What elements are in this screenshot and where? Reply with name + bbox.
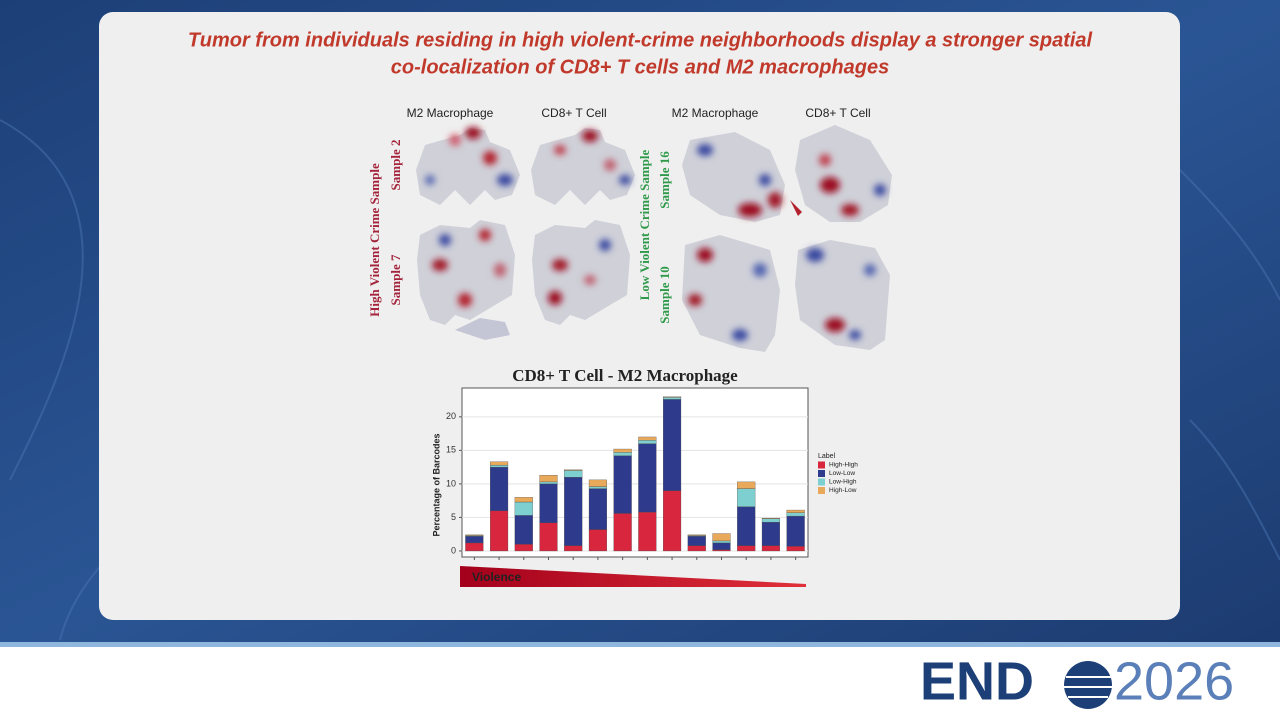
bar-segment: [663, 397, 682, 400]
legend-swatch: [818, 461, 825, 469]
bar-segment: [638, 443, 657, 513]
bar-segment: [564, 477, 583, 546]
bar-segment: [490, 461, 509, 466]
bar-segment: [465, 542, 484, 552]
bar-segment: [786, 512, 805, 517]
sample-label: Sample 2: [388, 140, 403, 191]
bar-segment: [588, 479, 607, 487]
bar-segment: [761, 521, 780, 546]
bar-segment: [737, 506, 756, 546]
bar-segment: [564, 545, 583, 552]
bar-segment: [712, 549, 731, 552]
bar-segment: [539, 481, 558, 485]
bar-segment: [737, 488, 756, 507]
logo-text: END: [920, 651, 1034, 711]
group-label: High Violent Crime Sample: [367, 163, 382, 317]
bar-segment: [490, 464, 509, 468]
map-header: M2 Macrophage: [407, 106, 494, 120]
chart-title: CD8+ T Cell - M2 Macrophage: [512, 366, 738, 385]
bar-segment: [514, 544, 533, 552]
bar-segment: [687, 545, 706, 552]
y-tick-label: 10: [446, 478, 456, 488]
legend-label: Low-High: [829, 479, 857, 486]
bar-segment: [712, 533, 731, 542]
bar-segment: [613, 448, 632, 453]
bar-segment: [564, 470, 583, 478]
y-tick-label: 5: [451, 512, 456, 522]
bar-segment: [712, 540, 731, 544]
footer-rule: [0, 642, 1280, 647]
sample-label: Sample 7: [388, 254, 403, 305]
slide-title: co-localization of CD8+ T cells and M2 m…: [391, 56, 889, 78]
bar-segment: [663, 399, 682, 491]
content-panel: [99, 12, 1180, 620]
violence-wedge: [460, 566, 806, 587]
bar-segment: [514, 515, 533, 545]
spatial-maps: [416, 125, 892, 352]
y-axis-label: Percentage of Barcodes: [431, 433, 441, 536]
bar-segment: [638, 511, 657, 552]
bar-segment: [613, 513, 632, 552]
bar-segment: [539, 522, 558, 552]
bar-segment: [786, 515, 805, 547]
group-label: Low Violent Crime Sample: [637, 149, 652, 300]
slide-title: Tumor from individuals residing in high …: [188, 29, 1093, 51]
bar-segment: [638, 440, 657, 444]
bar-segment: [663, 490, 682, 552]
bar-segment: [588, 486, 607, 489]
bar-segment: [687, 534, 706, 536]
logo-globe: [1064, 661, 1112, 709]
bar-segment: [663, 396, 682, 398]
y-tick-label: 15: [446, 445, 456, 455]
bar-segment: [588, 529, 607, 552]
bar-chart: CD8+ T Cell - M2 Macrophage Percentage o…: [431, 366, 858, 587]
bar-segment: [564, 469, 583, 471]
bar-segment: [687, 536, 706, 546]
y-tick-label: 20: [446, 411, 456, 421]
legend-swatch: [818, 478, 825, 486]
legend-label: Low-Low: [829, 470, 855, 477]
legend-label: High-High: [829, 462, 858, 469]
bar-segment: [514, 497, 533, 503]
bar-segment: [761, 545, 780, 552]
bar-segment: [539, 475, 558, 483]
logo: END 2026: [920, 651, 1234, 711]
bar-segment: [737, 545, 756, 552]
bar-segment: [761, 518, 780, 523]
bar-segment: [465, 536, 484, 544]
bar-segment: [737, 481, 756, 489]
legend-label: High-Low: [829, 487, 857, 494]
y-tick-label: 0: [451, 545, 456, 555]
bar-segment: [465, 534, 484, 536]
bar-segment: [613, 455, 632, 514]
bar-segment: [588, 488, 607, 530]
sample-label: Sample 10: [657, 266, 672, 323]
annotation: Violence: [472, 570, 521, 584]
background-veins: [0, 119, 1280, 641]
sample-label: Sample 16: [657, 151, 672, 209]
bar-segment: [490, 510, 509, 552]
bar-segment: [638, 436, 657, 441]
bar-segment: [490, 466, 509, 511]
plot-area: [461, 387, 809, 558]
bar-segment: [712, 542, 731, 550]
bar-segment: [539, 483, 558, 523]
bar-segment: [514, 501, 533, 516]
logo-text: 2026: [1114, 651, 1234, 711]
map-header: M2 Macrophage: [672, 106, 759, 120]
map-header: CD8+ T Cell: [541, 106, 606, 120]
legend-title: Label: [818, 453, 836, 460]
legend-swatch: [818, 487, 825, 494]
bar-segment: [786, 509, 805, 513]
bar-segment: [786, 546, 805, 552]
bar-segment: [613, 452, 632, 456]
logo-globe-lines: [1064, 676, 1114, 698]
legend-swatch: [818, 470, 825, 477]
map-header: CD8+ T Cell: [805, 106, 870, 120]
bar-segment: [761, 517, 780, 519]
